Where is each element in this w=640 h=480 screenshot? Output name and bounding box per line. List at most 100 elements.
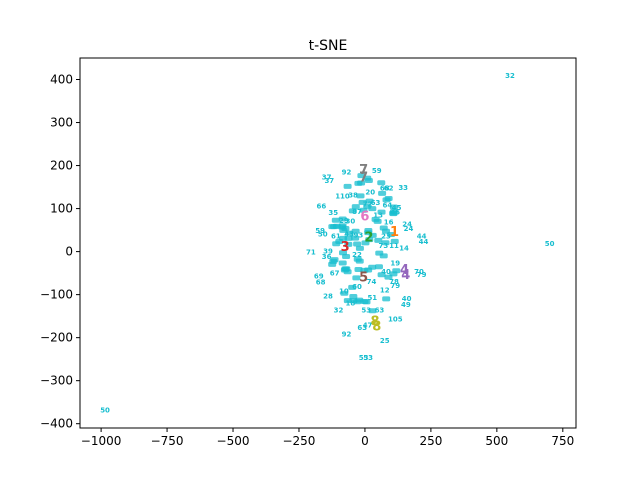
digit-point: 25 bbox=[380, 337, 390, 345]
digit-point: 71 bbox=[306, 249, 316, 257]
cluster-point bbox=[357, 173, 366, 179]
digit-point: 11 bbox=[389, 242, 399, 250]
digit-point: 66 bbox=[317, 203, 327, 211]
digit-point: 30 bbox=[346, 218, 356, 226]
digit-point: 62 bbox=[384, 185, 394, 193]
y-tick-label: −300 bbox=[40, 374, 73, 388]
digit-point: 70 bbox=[414, 268, 424, 276]
cluster-point bbox=[338, 260, 347, 266]
digit-point: 92 bbox=[342, 330, 352, 338]
cluster-point bbox=[352, 275, 361, 281]
plot-frame bbox=[79, 57, 577, 429]
y-tick-label: 0 bbox=[65, 245, 73, 259]
digit-point: 24 bbox=[404, 225, 414, 233]
x-tick-label: −750 bbox=[151, 434, 184, 448]
digit-point: 87 bbox=[352, 208, 362, 216]
cluster-point bbox=[348, 208, 357, 214]
x-tick-label: 0 bbox=[361, 434, 369, 448]
class-label-point: 8 bbox=[372, 320, 381, 335]
digit-point: 64 bbox=[382, 201, 392, 209]
digit-point: 13 bbox=[373, 212, 383, 220]
digit-point: 47 bbox=[363, 322, 373, 330]
cluster-point bbox=[389, 204, 398, 210]
digit-point: 19 bbox=[390, 259, 400, 267]
digit-point: 14 bbox=[399, 244, 409, 252]
digit-point: 63 bbox=[357, 324, 367, 332]
class-label-point: 7 bbox=[359, 170, 368, 185]
digit-point: 105 bbox=[388, 315, 403, 323]
digit-point: 39 bbox=[323, 248, 333, 256]
digit-point: 32 bbox=[505, 72, 515, 80]
digit-point: 74 bbox=[367, 278, 377, 286]
class-label-point: 1 bbox=[390, 225, 399, 240]
y-tick-label: −200 bbox=[40, 331, 73, 345]
digit-point: 50 bbox=[545, 240, 555, 248]
x-tick-label: 500 bbox=[485, 434, 508, 448]
cluster-point bbox=[365, 198, 374, 204]
cluster-point bbox=[378, 190, 387, 196]
cluster-point bbox=[381, 240, 390, 246]
cluster-point bbox=[389, 211, 398, 217]
digit-point: 43 bbox=[344, 231, 354, 239]
cluster-point bbox=[339, 250, 348, 256]
digit-point: 59 bbox=[372, 167, 382, 175]
x-tick-label: −250 bbox=[282, 434, 315, 448]
cluster-point bbox=[356, 193, 365, 199]
digit-point: 60 bbox=[352, 283, 362, 291]
cluster-point bbox=[353, 256, 362, 262]
class-label-point: 3 bbox=[341, 240, 350, 255]
cluster-point bbox=[379, 225, 388, 231]
digit-point: 61 bbox=[331, 232, 341, 240]
digit-point: 93 bbox=[353, 231, 363, 239]
cluster-point bbox=[368, 232, 377, 238]
cluster-point bbox=[342, 254, 351, 260]
digit-point: 28 bbox=[323, 292, 333, 300]
cluster-point bbox=[355, 245, 364, 251]
class-label-point: 4 bbox=[400, 263, 409, 278]
digit-point: 35 bbox=[328, 209, 338, 217]
cluster-point bbox=[353, 241, 362, 247]
digit-point: 33 bbox=[398, 184, 408, 192]
cluster-point bbox=[340, 267, 349, 273]
digit-point: 68 bbox=[380, 185, 390, 193]
cluster-point bbox=[364, 177, 373, 183]
class-label-point: 8 bbox=[370, 314, 379, 329]
x-tick-label: 750 bbox=[551, 434, 574, 448]
cluster-point bbox=[344, 241, 353, 247]
cluster-point bbox=[368, 308, 377, 314]
digit-point: 40 bbox=[381, 268, 391, 276]
cluster-point bbox=[358, 199, 367, 205]
y-tick-label: 200 bbox=[50, 159, 73, 173]
class-label-point: 4 bbox=[401, 268, 410, 283]
class-label-point: 7 bbox=[359, 163, 368, 178]
cluster-point bbox=[328, 261, 337, 267]
digit-point: 79 bbox=[417, 271, 427, 279]
digit-point: 16 bbox=[384, 218, 394, 226]
digit-point: 23 bbox=[381, 232, 391, 240]
digit-point: 50 bbox=[318, 231, 328, 239]
digit-point: 63 bbox=[371, 199, 381, 207]
digit-point: 36 bbox=[322, 253, 332, 261]
digit-point: 72 bbox=[363, 200, 373, 208]
digit-point: 110 bbox=[335, 193, 350, 201]
class-label-point: 5 bbox=[359, 271, 368, 286]
digit-point: 78 bbox=[389, 278, 399, 286]
digit-point: 50 bbox=[100, 407, 110, 415]
cluster-point bbox=[364, 267, 373, 273]
y-tick-label: 300 bbox=[50, 116, 73, 130]
x-axis: −1000 −750 −500 −250 0 250 500 750 bbox=[81, 428, 574, 448]
digit-point: 79 bbox=[390, 282, 400, 290]
digit-point: 68 bbox=[316, 279, 326, 287]
cluster-point bbox=[351, 228, 360, 234]
cluster-point bbox=[351, 235, 360, 241]
cluster-point bbox=[341, 225, 350, 231]
digit-point: 20 bbox=[365, 188, 375, 196]
cluster-point bbox=[345, 230, 354, 236]
cluster-point bbox=[328, 224, 337, 230]
cluster-point bbox=[387, 232, 396, 238]
cluster-point bbox=[355, 297, 364, 303]
digit-point: 63 bbox=[375, 307, 385, 315]
cluster-point bbox=[384, 274, 393, 280]
